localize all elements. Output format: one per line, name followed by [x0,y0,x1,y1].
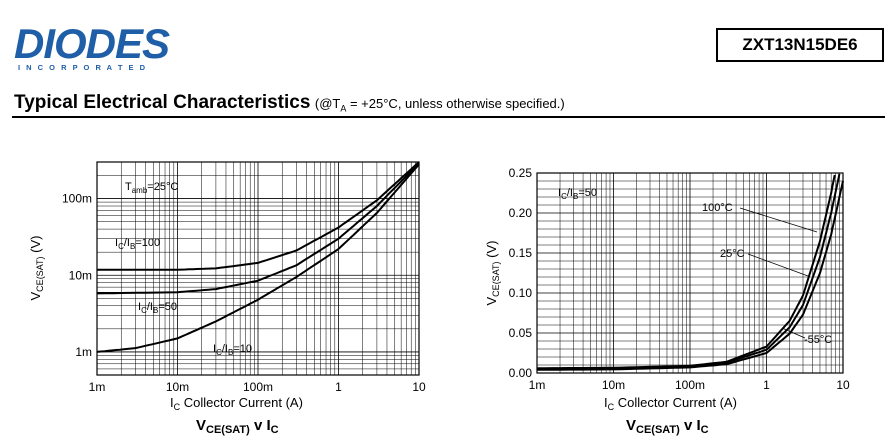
y-axis-label: VCE(SAT) (V) [28,236,45,301]
label-ic-ib-50: IC/IB=50 [138,301,177,315]
series-line-ic-ib-100 [97,161,420,271]
x-tick-label: 1m [89,380,106,394]
section-divider [12,116,885,118]
x-axis-label: IC Collector Current (A) [170,395,303,412]
x-tick-label: 10 [412,380,426,394]
series-group [96,161,420,353]
chart-title: VCE(SAT) v IC [626,417,709,436]
x-tick-label: 100m [243,380,273,394]
annotation-tamb: Tamb=25°C [125,181,178,195]
x-axis-label: IC Collector Current (A) [604,395,737,412]
y-tick-label: 0.25 [509,166,533,180]
y-tick-label: 10m [69,268,92,282]
x-tick-label: 100m [675,378,705,392]
label-25c: 25°C [720,248,745,260]
label-ic-ib-10: IC/IB=10 [213,343,252,357]
vcesat-vs-ic-chart-right: 1m 10m 100m 1 10 0.00 0.05 0.10 0.15 0.20 0.25 IC… [484,166,850,436]
x-tick-label: 1 [335,380,342,394]
y-tick-label: 0.20 [509,206,533,220]
section-title-text: Typical Electrical Characteristics [14,92,311,113]
chart-title: VCE(SAT) v IC [196,417,279,436]
leader-25c [747,253,809,277]
y-tick-labels: 0.00 0.05 0.10 0.15 0.20 0.25 [509,166,533,380]
y-tick-label: 0.15 [509,246,533,260]
x-tick-label: 10 [836,378,850,392]
part-number: ZXT13N15DE6 [742,35,858,54]
plot-frame [96,161,420,376]
y-tick-label: 100m [62,192,92,206]
y-tick-label: 0.10 [509,286,533,300]
annotation-ic-ib-50: IC/IB=50 [558,187,597,201]
series-line-ic-ib-50 [96,162,420,295]
y-tick-label: 0.00 [509,366,533,380]
x-tick-label: 1m [529,378,546,392]
x-tick-label: 10m [602,378,625,392]
series-line-ic-ib-10 [96,163,420,353]
label-minus55c: -55°C [804,334,832,346]
section-condition: (@TA = +25°C, unless otherwise specified… [314,96,565,114]
series-line-25-c [537,173,841,370]
vcesat-vs-ic-chart-left: 1m 10m 100m 1 10 1m 10m 100m Tamb=25°C IC/IB=1… [28,161,426,436]
x-tick-label: 1 [763,378,770,392]
section-title: Typical Electrical Characteristics (@TA … [14,92,565,114]
grid [97,162,419,375]
leader-minus55c [781,327,806,339]
x-tick-label: 10m [166,380,189,394]
label-ic-ib-100: IC/IB=100 [115,237,160,251]
y-tick-label: 1m [75,345,92,359]
leader-100c [739,207,818,233]
y-tick-labels: 1m 10m 100m [62,192,92,359]
x-tick-labels: 1m 10m 100m 1 10 [529,378,850,392]
x-tick-labels: 1m 10m 100m 1 10 [89,380,426,394]
series-line--55-c [537,180,844,371]
svg-text:DIODES: DIODES [14,22,170,67]
label-100c: 100°C [702,202,733,214]
svg-text:I N C O R P O R A T E D: I N C O R P O R A T E D [18,63,147,72]
plot-frame [536,172,844,374]
grid [537,173,843,373]
y-tick-label: 0.05 [509,326,533,340]
part-number-box: ZXT13N15DE6 [716,28,884,62]
series-line-100-c [537,174,836,370]
series-group [537,173,844,371]
diodes-logo: DIODES I N C O R P O R A T E D [14,22,171,72]
y-axis-label: VCE(SAT) (V) [484,241,501,306]
